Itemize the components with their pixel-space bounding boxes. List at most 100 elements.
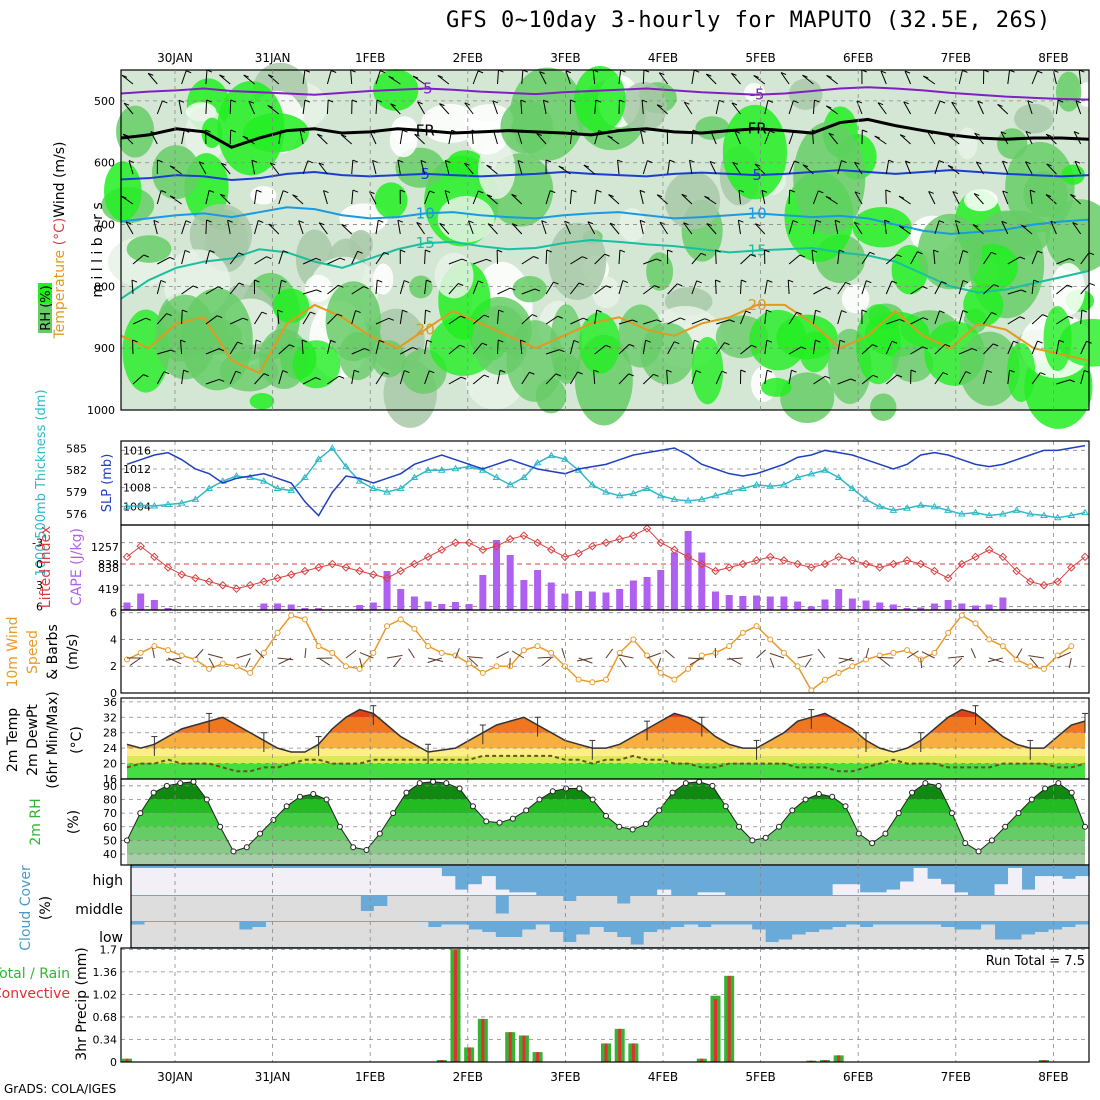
wind-speed-line-marker [206,665,213,672]
cloud-cell-high [306,868,321,895]
lifted-index-marker [656,538,665,547]
cape-bar [164,608,172,610]
wind-barb-flag [761,189,768,193]
lifted-index-marker [478,545,488,555]
thickness-line-marker [916,501,925,508]
cape-bar [534,570,542,610]
wind-barb-flag [656,194,663,198]
cloud-cell-low [670,927,685,947]
rh-blob [957,127,978,160]
wind-barb [865,648,870,659]
thickness-line-marker [287,486,296,494]
cape-bar [260,603,268,610]
cloud-cell-high [481,876,496,895]
wind-barb-flag [486,258,492,262]
top-date-label: 6FEB [843,51,873,65]
wind-barb [229,252,240,265]
wind-barb-flag [667,249,673,253]
wind-speed-line-marker [739,629,746,636]
rh-marker [363,846,370,853]
wind-speed-line-marker [233,663,240,670]
cloud-cell-middle [184,896,199,921]
thickness-line-marker [191,495,200,502]
wind-barb [254,373,265,385]
wind-barb-flag [420,160,427,163]
wind-barb-flag [793,130,799,134]
wind-barb [934,344,946,355]
rh-blob [550,304,583,384]
wind-barb-flag [238,252,244,256]
wind-barb [399,130,404,145]
wind-barb [640,130,644,145]
wind-barb [1046,163,1057,175]
wind-barb-flag [874,135,880,139]
wind-barb-flag [639,219,646,223]
wind-barb-flag [1069,258,1075,261]
rh-marker [869,840,876,847]
wind-barb [609,222,620,235]
wind-barb [340,134,353,145]
wind-barb [125,221,134,235]
wind-barb-flag [973,193,980,197]
cape-bar [150,600,158,610]
wind-barb [983,370,988,385]
lifted-index-marker [177,570,186,579]
wind-barb-flag [877,102,884,106]
cape-bar [985,604,993,610]
top-date-label: 4FEB [648,51,678,65]
wind-barb [278,130,282,145]
rh-legend-swatch [38,283,52,303]
wind-barb [927,131,936,145]
wind-barb-flag [991,312,997,315]
wind-barb-flag [299,129,306,133]
precip-convective-bar [1042,1060,1046,1062]
wind-barb [921,651,935,659]
wind-speed-line-marker [767,636,774,643]
legend-title-part: Wind (m/s) [52,141,68,217]
wind-barb [278,250,284,265]
thickness-line-marker [506,480,515,488]
wind-barb [825,105,838,115]
rh-blob [749,309,807,371]
wind-barb [1031,340,1038,355]
rh-blob [126,235,172,263]
wind-speed-line-marker [1054,652,1061,659]
cloud-cell-middle [279,896,294,921]
cape-bar [999,597,1007,610]
wind-barb-flag [654,285,660,289]
thickness-line-marker [396,484,405,491]
wind-speed-line-marker [630,636,637,643]
wind-barb [243,74,255,85]
wind-barb [885,341,893,355]
thickness-line-marker [930,502,939,510]
wind-barb-flag [429,190,435,194]
wind-barb [1075,100,1082,115]
wind-speed-line-marker [616,649,623,656]
wind-barb [181,285,194,295]
wind-barb [156,313,168,325]
rh-marker [177,780,184,787]
slp-line [126,444,1086,517]
wind-barb [359,652,374,659]
wind-barb-flag [1053,69,1059,73]
wind-speed-line-marker [260,649,267,656]
wind-axis-title: (m/s) [65,634,81,671]
wind-barb-flag [645,339,651,343]
wind-barb [517,160,523,175]
wind-barb-flag [628,343,635,347]
thickness-line-marker [205,484,213,491]
wind-barb-flag [609,222,616,226]
wind-barb-flag [352,159,359,163]
cape-bar [438,604,446,610]
lifted-index-marker [971,552,980,562]
rh-marker [709,782,716,789]
wind-speed-line-marker [288,612,295,619]
wind-barb-flag [1002,190,1008,194]
wind-barb [715,342,725,355]
wind-barb [656,104,668,115]
wind-barb-flag [927,131,933,135]
wind-barb-flag [511,193,517,197]
cape-bar [670,552,678,610]
